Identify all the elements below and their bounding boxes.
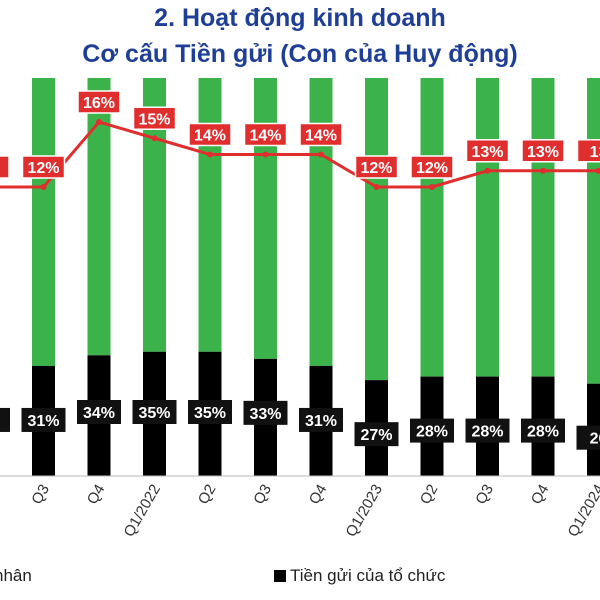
- line-point-1: [40, 184, 47, 190]
- legend-label-nhan: nhân: [0, 566, 32, 585]
- bar-label-2: 34%: [83, 405, 115, 422]
- bar-green-5: [254, 78, 277, 359]
- line-point-5: [262, 151, 269, 158]
- bar-green-10: [531, 78, 555, 377]
- line-label-bg-4: [188, 122, 232, 147]
- line-label-bg-9: [465, 139, 510, 163]
- line-label-2: 16%: [83, 95, 115, 112]
- bar-label-bg-2: [77, 400, 121, 424]
- bar-green-4: [198, 78, 222, 352]
- line-label-3: 15%: [138, 111, 170, 128]
- x-tick-label-3: Q1/2022: [120, 482, 163, 540]
- bar-label-bg-3: [132, 400, 177, 424]
- bar-label-bg-0: [0, 407, 10, 432]
- bar-label-9: 28%: [471, 424, 503, 441]
- line-point-10: [540, 167, 546, 174]
- bar-label-1: 31%: [27, 413, 59, 430]
- bar-label-bg-1: [21, 407, 66, 432]
- legend-label-to-chuc: Tiền gửi của tổ chức: [290, 566, 446, 585]
- line-label-bg-0: [0, 155, 10, 179]
- chart-title-line-1: 2. Hoạt động kinh doanh: [154, 4, 446, 32]
- bar-label-7: 27%: [360, 427, 392, 444]
- line-label-bg-10: [521, 139, 565, 163]
- line-label-1: 12%: [27, 160, 59, 177]
- bar-label-bg-7: [354, 422, 399, 447]
- x-tick-label-4: Q2: [195, 482, 220, 508]
- bar-green-6: [309, 78, 333, 366]
- bar-label-10: 28%: [527, 424, 559, 441]
- legend-item-to-chuc: Tiền gửi của tổ chức: [274, 566, 445, 586]
- chart-title-line-2: Cơ cấu Tiền gửi (Con của Huy động): [82, 40, 518, 68]
- line-point-9: [484, 167, 491, 174]
- line-label-7: 12%: [360, 160, 392, 177]
- bar-label-bg-4: [188, 400, 232, 424]
- line-label-11: 13: [590, 144, 600, 161]
- bar-label-bg-5: [243, 400, 288, 425]
- line-label-5: 14%: [249, 128, 281, 145]
- line-label-6: 14%: [305, 128, 337, 145]
- x-tick-label-10: Q4: [528, 482, 553, 508]
- bar-label-6: 31%: [305, 413, 337, 430]
- x-tick-label-11: Q1/2024: [564, 482, 600, 540]
- line-label-10: 13%: [527, 144, 559, 161]
- bar-label-bg-8: [410, 418, 454, 443]
- bar-label-bg-9: [465, 418, 510, 443]
- bar-label-8: 28%: [416, 424, 448, 441]
- legend-swatch-to-chuc: [274, 570, 286, 582]
- line-label-bg-2: [77, 90, 121, 114]
- line-label-bg-11: [576, 139, 600, 163]
- bar-label-bg-6: [299, 407, 343, 432]
- bar-green-3: [143, 78, 166, 352]
- line-point-7: [373, 184, 380, 190]
- line-label-8: 12%: [416, 160, 448, 177]
- bar-green-8: [420, 78, 444, 377]
- bar-green-7: [365, 78, 388, 381]
- line-label-bg-6: [299, 122, 343, 147]
- line-point-8: [429, 184, 435, 190]
- line-label-4: 14%: [194, 128, 226, 145]
- bar-label-3: 35%: [138, 405, 170, 422]
- line-series: [0, 120, 599, 189]
- line-point-2: [96, 119, 102, 125]
- x-tick-label-7: Q1/2023: [342, 482, 385, 540]
- x-tick-label-9: Q3: [472, 482, 497, 508]
- x-tick-label-6: Q4: [306, 482, 331, 508]
- bar-green-9: [476, 78, 499, 377]
- line-point-6: [318, 151, 324, 158]
- bar-label-5: 33%: [249, 406, 281, 423]
- line-point-11: [595, 167, 600, 174]
- line-point-4: [207, 151, 213, 158]
- bar-green-11: [587, 78, 600, 384]
- line-label-bg-8: [410, 155, 454, 179]
- line-point-3: [151, 135, 158, 142]
- line-label-bg-3: [132, 106, 177, 130]
- bar-green-1: [32, 78, 55, 366]
- x-tick-label-8: Q2: [417, 482, 442, 508]
- x-tick-label-2: Q4: [84, 482, 109, 508]
- bar-label-bg-10: [521, 418, 565, 443]
- bar-label-bg-11: [576, 425, 600, 450]
- legend-item-nhan: nhân: [0, 566, 32, 586]
- line-label-9: 13%: [471, 144, 503, 161]
- bar-label-11: 26: [590, 431, 600, 448]
- line-label-bg-7: [354, 155, 399, 179]
- bar-label-4: 35%: [194, 405, 226, 422]
- line-label-bg-1: [21, 155, 66, 179]
- x-tick-label-5: Q3: [250, 482, 275, 508]
- bar-green-2: [87, 78, 111, 356]
- x-tick-label-1: Q3: [28, 482, 53, 508]
- line-label-bg-5: [243, 122, 288, 147]
